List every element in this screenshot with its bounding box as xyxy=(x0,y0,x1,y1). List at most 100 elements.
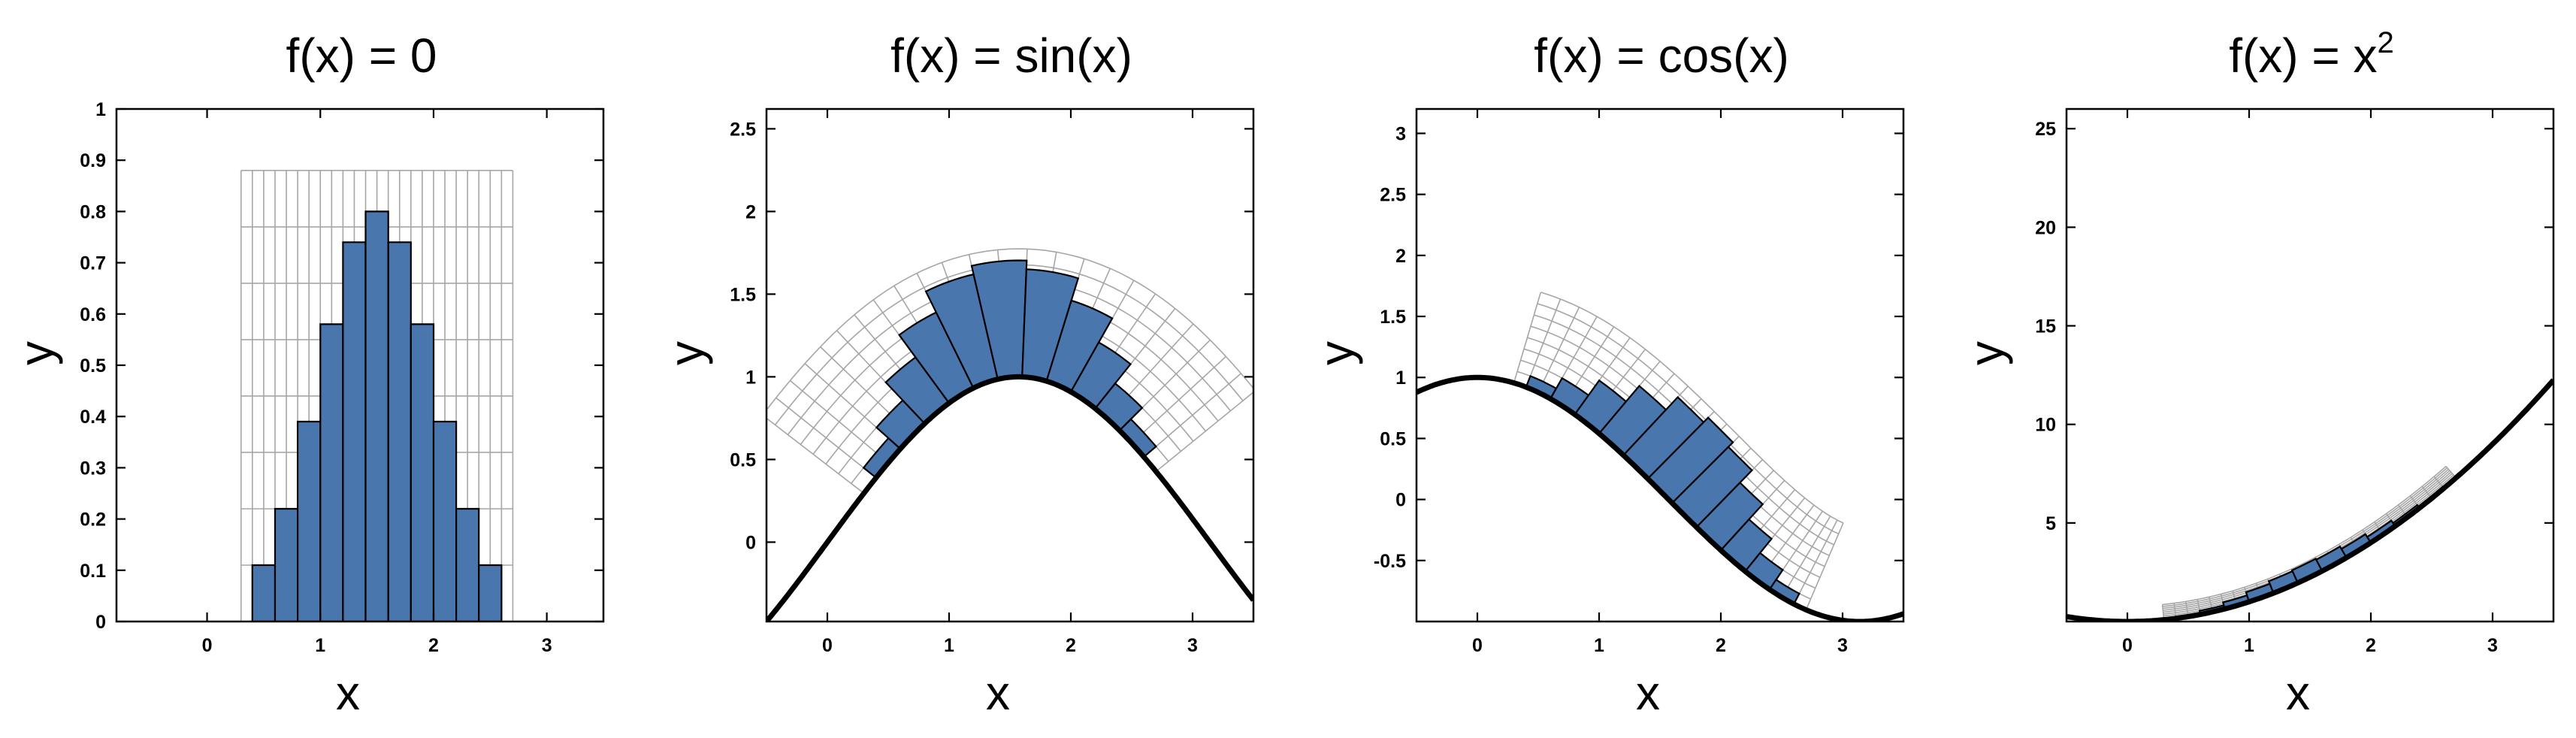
y-tick-label: 0.1 xyxy=(80,561,106,582)
grid-line-horizontal xyxy=(2162,465,2447,606)
axis-ticks: 0 1 2 3 5 10 15 20 25 xyxy=(2035,109,2553,656)
plot-content xyxy=(1416,292,1903,622)
grid-line-horizontal xyxy=(2162,467,2448,607)
y-tick-label: 0.6 xyxy=(80,304,106,325)
x-tick-label: 3 xyxy=(542,635,552,656)
histogram-bars xyxy=(251,210,503,622)
x-tick-label: 1 xyxy=(1594,635,1604,656)
x-axis-label: x xyxy=(336,666,360,720)
chart-title: f(x) = cos(x) xyxy=(1534,29,1789,83)
y-axis-label: y xyxy=(1959,341,2013,365)
y-tick-label: 10 xyxy=(2035,415,2056,436)
y-tick-label: 3 xyxy=(1395,123,1406,144)
grid-line-horizontal xyxy=(2163,473,2453,615)
y-tick-label: 0 xyxy=(95,612,106,633)
x-tick-label: 1 xyxy=(315,635,325,656)
histogram-bar xyxy=(478,564,503,622)
histogram-bars xyxy=(862,259,1157,479)
y-tick-label: 2.5 xyxy=(730,119,756,140)
histogram-bar xyxy=(319,323,344,622)
baseline-curve xyxy=(2067,378,2553,622)
y-tick-label: -0.5 xyxy=(1374,551,1406,572)
y-tick-label: 0.8 xyxy=(80,201,106,222)
axis-ticks: 0 1 2 3 -0.5 0 0.5 1 1.5 2 2.5 3 xyxy=(1374,109,1903,656)
x-tick-label: 2 xyxy=(2366,635,2376,656)
y-tick-label: 0 xyxy=(745,532,756,553)
plot-frame xyxy=(2065,107,2555,623)
axis-ticks: 0 1 2 3 0 0.5 1 1.5 2 2.5 xyxy=(730,109,1253,656)
y-tick-label: 2 xyxy=(745,201,756,222)
y-tick-label: 1 xyxy=(95,99,106,120)
x-tick-label: 2 xyxy=(1066,635,1076,656)
x-tick-label: 0 xyxy=(822,635,833,656)
grid-line-horizontal xyxy=(2163,471,2452,613)
x-tick-label: 2 xyxy=(428,635,439,656)
x-tick-label: 3 xyxy=(1837,635,1848,656)
plot-area: 0 1 2 3 0 0.1 0.2 0.3 0.4 0.5 0.6 0.7 0.8 0.9 1 xyxy=(80,99,605,656)
y-tick-label: 15 xyxy=(2035,316,2056,337)
grid-line-horizontal xyxy=(1540,292,1844,524)
histogram-bar xyxy=(297,420,322,622)
x-axis-label: x xyxy=(986,666,1010,720)
chart-panel-cosine: f(x) = cos(x) y x 0 1 2 3 -0.5 0 0.5 1 1.5 2 2.5 3 xyxy=(1309,29,1905,720)
grid-line-horizontal xyxy=(2163,468,2449,609)
histogram-bar xyxy=(364,210,389,622)
y-tick-label: 25 xyxy=(2035,119,2056,140)
x-tick-label: 0 xyxy=(2122,635,2133,656)
plot-content xyxy=(2067,378,2553,622)
y-tick-label: 1 xyxy=(1395,367,1406,389)
y-tick-label: 0.4 xyxy=(80,407,106,428)
baseline-curve xyxy=(766,374,1253,622)
y-tick-label: 5 xyxy=(2045,513,2056,534)
grid-line-vertical xyxy=(1155,391,1253,472)
x-tick-label: 3 xyxy=(1187,635,1198,656)
grid-line-horizontal xyxy=(2163,470,2451,611)
x-tick-label: 0 xyxy=(1472,635,1483,656)
histogram-bar xyxy=(342,241,367,622)
chart-title: f(x) = sin(x) xyxy=(890,29,1132,83)
baseline-curve xyxy=(1416,374,1903,622)
y-axis-label: y xyxy=(659,341,713,365)
chart-title-base: f(x) = x xyxy=(2229,29,2377,83)
histogram-bar xyxy=(387,241,412,622)
y-tick-label: 20 xyxy=(2035,217,2056,238)
x-tick-label: 1 xyxy=(944,635,954,656)
chart-title-superscript: 2 xyxy=(2378,26,2394,59)
plot-area: 0 1 2 3 -0.5 0 0.5 1 1.5 2 2.5 3 xyxy=(1374,107,1905,656)
plot-area: 0 1 2 3 5 10 15 20 25 xyxy=(2035,107,2555,656)
plot-content xyxy=(766,248,1253,622)
plot-frame xyxy=(1415,107,1905,623)
histogram-bars xyxy=(2175,485,2445,620)
grid-line-horizontal xyxy=(766,248,1253,411)
y-tick-label: 1 xyxy=(745,367,756,388)
plot-frame xyxy=(765,107,1255,623)
grid-line-vertical xyxy=(1513,292,1542,383)
chart-title: f(x) = 0 xyxy=(286,29,437,83)
x-tick-label: 2 xyxy=(1716,635,1726,656)
histogram-bar xyxy=(274,507,299,622)
histogram-bar xyxy=(455,507,480,622)
histogram-bar xyxy=(432,420,458,622)
y-axis-label: y xyxy=(1309,341,1363,365)
y-tick-label: 0.5 xyxy=(80,355,106,377)
histogram-bar xyxy=(410,323,435,622)
y-tick-label: 1.5 xyxy=(1380,307,1406,328)
y-axis-label: y xyxy=(9,341,63,365)
plot-content xyxy=(240,170,514,622)
y-tick-label: 2 xyxy=(1395,246,1406,267)
chart-panel-sine: f(x) = sin(x) y x 0 1 2 3 0 0.5 1 1.5 2 2.5 xyxy=(659,29,1255,720)
y-tick-label: 1.5 xyxy=(730,284,756,305)
grid-mesh xyxy=(2161,465,2457,621)
y-tick-label: 0.3 xyxy=(80,458,106,479)
x-tick-label: 0 xyxy=(202,635,213,656)
x-tick-label: 3 xyxy=(2487,635,2498,656)
x-axis-label: x xyxy=(2286,666,2310,720)
chart-title: f(x) = x2 xyxy=(2229,26,2394,83)
plot-area: 0 1 2 3 0 0.5 1 1.5 2 2.5 xyxy=(730,107,1255,656)
y-tick-label: 0.5 xyxy=(730,449,756,470)
y-tick-label: 0.2 xyxy=(80,510,106,531)
y-tick-label: 0 xyxy=(1395,490,1406,511)
y-tick-label: 2.5 xyxy=(1380,185,1406,206)
